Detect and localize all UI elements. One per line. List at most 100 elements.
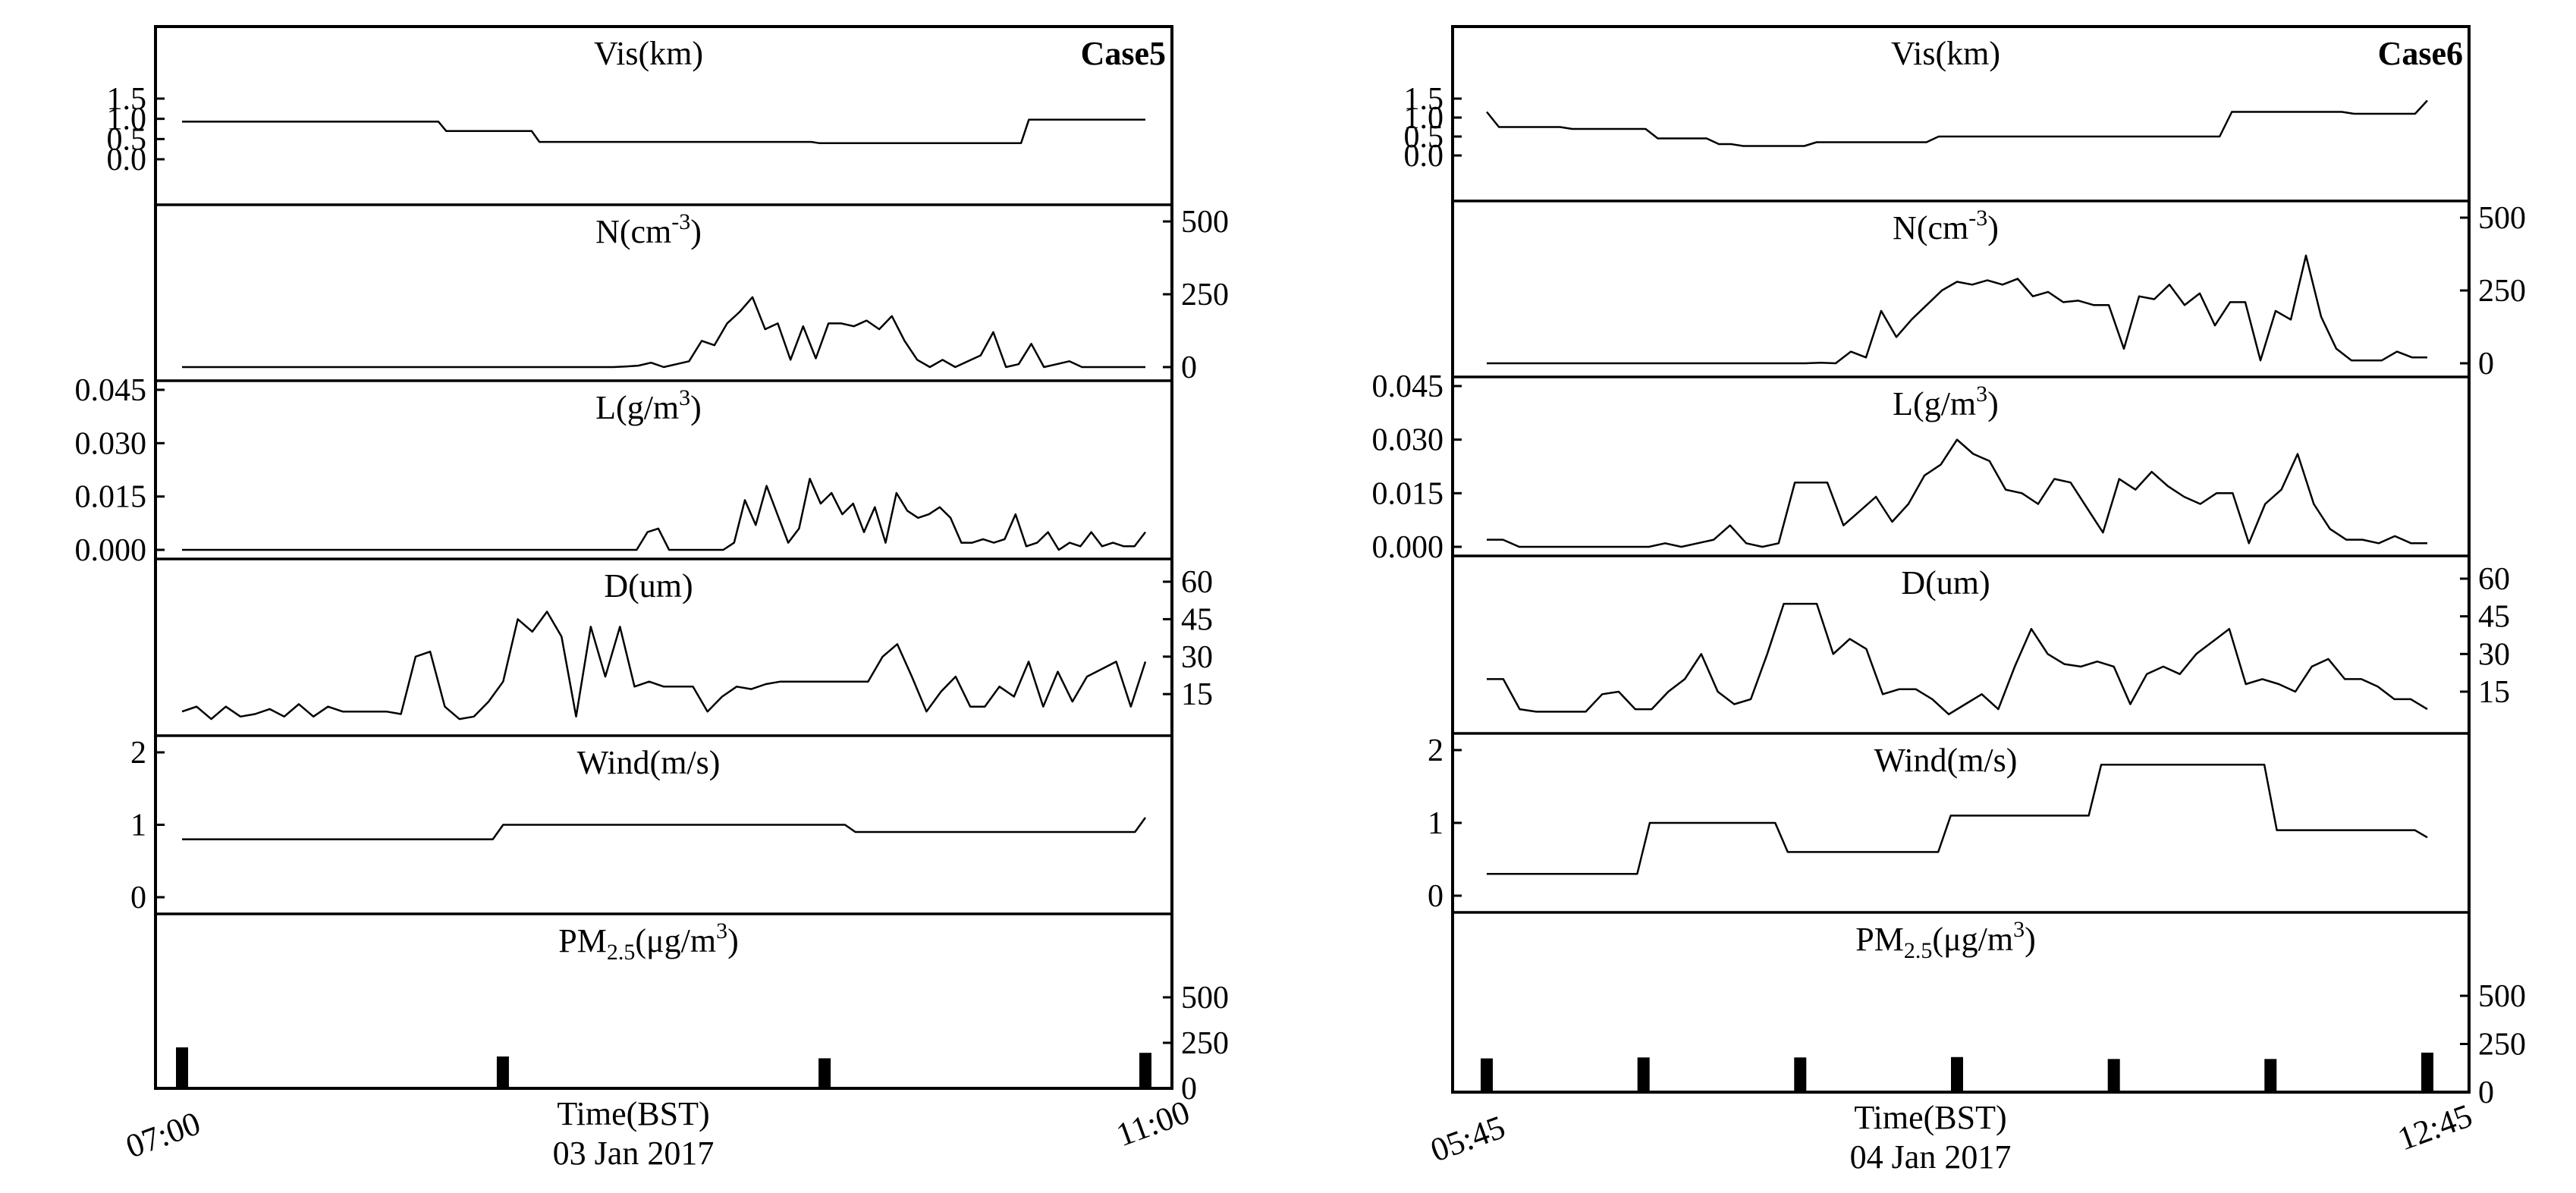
y-tick-label: 0.0 xyxy=(1404,139,1444,174)
x-tick-label-start: 05:45 xyxy=(1426,1108,1510,1169)
y-tick-label: 500 xyxy=(1181,205,1229,240)
panel-title-wind: Wind(m/s) xyxy=(1874,742,2018,779)
panel-n: N(cm-3) 0 250 500 xyxy=(156,203,1229,385)
y-tick-label: 0.5 xyxy=(1404,120,1444,155)
series-line-n xyxy=(182,296,1145,369)
x-tick-label-start: 07:00 xyxy=(121,1104,206,1165)
x-tick-label-end: 12:45 xyxy=(2393,1097,2477,1157)
panel-vis: Vis(km) 0.00.51.01.5 xyxy=(107,35,1145,177)
pm25-bar xyxy=(496,1056,509,1088)
y-tick-label: 15 xyxy=(2478,675,2510,710)
y-tick-label: 0.045 xyxy=(75,373,147,408)
pm25-bar xyxy=(818,1058,831,1088)
pm25-bar xyxy=(176,1047,188,1088)
y-tick-label: 1 xyxy=(1428,806,1444,841)
panel-title-d: D(um) xyxy=(604,567,693,604)
y-tick-label: 60 xyxy=(2478,562,2510,597)
y-tick-label: 0 xyxy=(130,881,146,915)
y-tick-label: 0 xyxy=(2478,1075,2494,1110)
y-tick-label: 0.000 xyxy=(75,533,147,568)
panel-title-pm: PM2.5(μg/m3) xyxy=(1855,917,2035,963)
x-axis-label: Time(BST) xyxy=(1854,1099,2006,1136)
y-tick-label: 2 xyxy=(130,736,146,771)
pm25-bar xyxy=(1951,1056,1963,1092)
y-tick-label: 0.0 xyxy=(107,143,147,177)
pm25-bar xyxy=(1637,1057,1650,1092)
y-tick-label: 0.000 xyxy=(1372,530,1444,565)
panel-title-d: D(um) xyxy=(1901,564,1990,601)
pm25-bar xyxy=(2421,1052,2433,1092)
y-tick-label: 0.015 xyxy=(75,480,147,515)
panel-wind: Wind(m/s) 0 1 2 xyxy=(130,734,1172,915)
panel-title-wind: Wind(m/s) xyxy=(577,744,721,781)
panel-title-n: N(cm-3) xyxy=(595,209,702,250)
y-tick-label: 2 xyxy=(1428,733,1444,768)
y-tick-label: 0 xyxy=(2478,347,2494,381)
x-axis-label: Time(BST) xyxy=(557,1095,709,1132)
date-label: 03 Jan 2017 xyxy=(553,1135,715,1172)
chart-case-6: Vis(km) 0.00.51.01.5 N(cm-3) 0 250 500 L(g/m3)… xyxy=(1372,25,2526,1176)
y-tick-label: 60 xyxy=(1181,565,1213,600)
panel-title-n: N(cm-3) xyxy=(1893,206,1999,246)
pm25-bar xyxy=(1139,1053,1151,1088)
y-tick-label: 1.0 xyxy=(1404,101,1444,136)
y-tick-label: 1.0 xyxy=(107,102,147,137)
series-line-n xyxy=(1487,254,2427,365)
y-tick-label: 250 xyxy=(1181,278,1229,312)
series-line-l xyxy=(182,477,1146,551)
pm25-bar xyxy=(1794,1057,1807,1092)
panel-title-pm: PM2.5(μg/m3) xyxy=(558,918,738,965)
y-tick-label: 0.030 xyxy=(1372,423,1444,458)
panel-n: N(cm-3) 0 250 500 xyxy=(1453,199,2526,381)
y-tick-label: 0.030 xyxy=(75,426,147,461)
y-tick-label: 0 xyxy=(1428,879,1444,914)
y-tick-label: 30 xyxy=(2478,637,2510,672)
y-tick-label: 0 xyxy=(1181,1072,1197,1107)
pm25-bar xyxy=(2264,1059,2277,1092)
y-tick-label: 250 xyxy=(2478,1028,2526,1063)
panel-title-vis: Vis(km) xyxy=(1891,35,2000,72)
y-tick-label: 1.5 xyxy=(107,82,147,117)
y-tick-label: 500 xyxy=(1181,981,1229,1016)
y-tick-label: 250 xyxy=(1181,1026,1229,1061)
series-line-d xyxy=(181,611,1147,721)
y-tick-label: 0 xyxy=(1181,350,1197,385)
panel-pm: PM2.5(μg/m3) 0 250 500 xyxy=(156,912,1229,1107)
y-tick-label: 500 xyxy=(2478,979,2526,1014)
pm25-bar xyxy=(1481,1058,1493,1092)
case-label: Case5 xyxy=(1081,35,1166,72)
series-line-wind xyxy=(1487,763,2428,875)
plot-frame xyxy=(154,25,1173,1090)
chart-case-5: Vis(km) 0.00.51.01.5 N(cm-3) 0 250 500 L(g/m3)… xyxy=(75,25,1229,1172)
y-tick-label: 1 xyxy=(130,808,146,843)
series-line-vis xyxy=(182,118,1145,144)
panel-wind: Wind(m/s) 0 1 2 xyxy=(1428,732,2469,914)
panel-pm: PM2.5(μg/m3) 0 250 500 xyxy=(1453,911,2526,1110)
pm25-bar xyxy=(2107,1059,2120,1092)
y-tick-label: 0.015 xyxy=(1372,476,1444,511)
panel-l: L(g/m3) 0.000 0.015 0.030 0.045 xyxy=(75,373,1172,568)
series-line-wind xyxy=(182,817,1147,840)
x-tick-label-end: 11:00 xyxy=(1111,1093,1194,1154)
y-tick-label: 0.045 xyxy=(1372,369,1444,404)
y-tick-label: 500 xyxy=(2478,201,2526,236)
panel-title-l: L(g/m3) xyxy=(1893,381,1999,422)
date-label: 04 Jan 2017 xyxy=(1850,1138,2012,1176)
panel-l: L(g/m3) 0.000 0.015 0.030 0.045 xyxy=(1372,369,2469,565)
y-tick-label: 45 xyxy=(1181,602,1213,637)
y-tick-label: 250 xyxy=(2478,274,2526,309)
y-tick-label: 1.5 xyxy=(1404,82,1444,117)
y-tick-label: 15 xyxy=(1181,677,1213,712)
series-line-vis xyxy=(1486,99,2428,147)
y-tick-label: 45 xyxy=(2478,600,2510,635)
series-line-d xyxy=(1487,602,2428,716)
y-tick-label: 30 xyxy=(1181,640,1213,675)
panel-title-l: L(g/m3) xyxy=(595,385,702,426)
case-label: Case6 xyxy=(2378,35,2463,72)
y-tick-label: 0.5 xyxy=(107,122,147,157)
series-line-l xyxy=(1487,438,2427,548)
panel-title-vis: Vis(km) xyxy=(594,35,703,72)
